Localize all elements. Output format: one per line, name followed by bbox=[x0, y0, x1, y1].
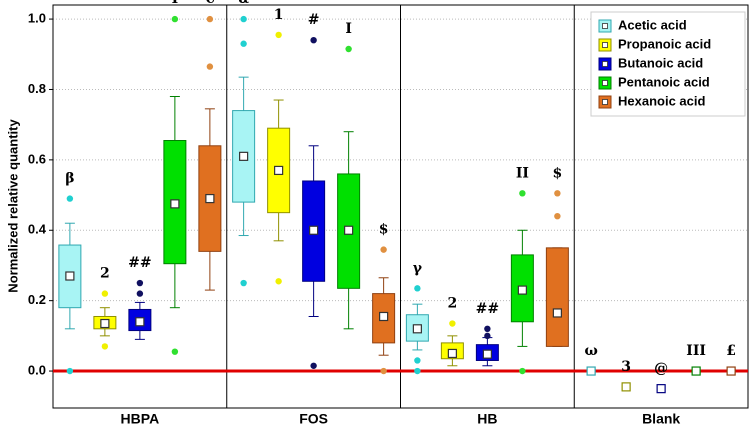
outlier bbox=[66, 195, 74, 202]
legend-swatch-mean bbox=[602, 99, 608, 105]
y-tick-label: 0.4 bbox=[28, 222, 47, 237]
outlier bbox=[345, 45, 352, 53]
outlier bbox=[449, 320, 456, 327]
mean-marker bbox=[274, 165, 284, 176]
annotation: $ bbox=[379, 222, 389, 238]
outlier bbox=[240, 15, 247, 23]
annotation: $ bbox=[553, 165, 563, 181]
annotation: ## bbox=[476, 301, 499, 317]
mean-marker bbox=[656, 384, 666, 394]
x-tick-label: HBPA bbox=[121, 411, 160, 427]
outlier bbox=[414, 357, 421, 364]
outlier bbox=[519, 190, 526, 197]
mean-marker bbox=[379, 311, 389, 322]
annotation: β bbox=[65, 171, 74, 187]
mean-marker bbox=[517, 285, 527, 295]
y-tick-label: 0.8 bbox=[28, 81, 46, 96]
mean-marker bbox=[691, 366, 701, 376]
y-tick-label: 0.0 bbox=[28, 362, 46, 377]
outlier bbox=[414, 367, 421, 375]
outlier bbox=[380, 367, 387, 375]
annotation: II bbox=[516, 165, 529, 181]
annotation: £ bbox=[726, 343, 736, 359]
outlier bbox=[414, 285, 421, 292]
annotation: I bbox=[345, 21, 352, 37]
mean-marker bbox=[135, 317, 145, 327]
mean-marker bbox=[621, 382, 631, 392]
mean-marker bbox=[170, 199, 180, 209]
annotation: ω bbox=[584, 343, 597, 359]
outlier bbox=[206, 63, 214, 70]
outlier bbox=[206, 15, 214, 23]
legend-label: Propanoic acid bbox=[618, 36, 711, 51]
y-axis-label: Normalized relative quantity bbox=[5, 119, 20, 293]
y-tick-label: 0.6 bbox=[28, 151, 46, 166]
mean-marker bbox=[447, 348, 457, 359]
mean-marker bbox=[239, 151, 249, 161]
annotation: 1 bbox=[274, 7, 284, 23]
annotation: I bbox=[172, 0, 179, 7]
annotation: γ bbox=[413, 260, 423, 276]
legend-swatch-mean bbox=[602, 23, 608, 29]
legend-label: Acetic acid bbox=[618, 17, 687, 32]
mean-marker bbox=[482, 349, 492, 359]
legend-swatch-mean bbox=[602, 80, 608, 86]
annotation: @ bbox=[654, 361, 668, 377]
annotation: € bbox=[204, 0, 215, 7]
outlier bbox=[275, 31, 282, 39]
legend-frame bbox=[590, 11, 746, 117]
mean-marker bbox=[344, 225, 354, 235]
outlier bbox=[136, 279, 144, 287]
outlier bbox=[171, 348, 179, 355]
mean-marker bbox=[309, 225, 319, 235]
mean-marker bbox=[205, 193, 215, 204]
x-tick-label: Blank bbox=[642, 411, 680, 427]
outlier bbox=[554, 190, 561, 197]
outlier bbox=[66, 367, 74, 375]
mean-marker bbox=[586, 366, 596, 376]
mean-marker bbox=[65, 271, 75, 281]
mean-marker bbox=[412, 324, 422, 334]
outlier bbox=[101, 343, 109, 350]
outlier bbox=[484, 325, 491, 333]
y-tick-label: 1.0 bbox=[28, 11, 46, 26]
outlier bbox=[310, 36, 317, 44]
legend-label: Butanoic acid bbox=[618, 55, 703, 70]
outlier bbox=[484, 332, 491, 340]
annotation: # bbox=[308, 12, 320, 28]
annotation: III bbox=[686, 343, 706, 359]
annotation: 3 bbox=[621, 359, 631, 375]
outlier bbox=[171, 15, 179, 23]
outlier bbox=[101, 290, 109, 297]
outlier bbox=[310, 362, 317, 369]
annotation: ## bbox=[128, 255, 151, 271]
x-tick-label: HB bbox=[477, 411, 497, 427]
outlier bbox=[136, 290, 144, 297]
x-tick-label: FOS bbox=[299, 411, 328, 427]
legend-swatch-mean bbox=[602, 42, 608, 48]
outlier bbox=[240, 40, 247, 47]
outlier bbox=[519, 367, 526, 375]
legend-label: Hexanoic acid bbox=[618, 93, 705, 108]
annotation: 2 bbox=[448, 296, 458, 312]
mean-marker bbox=[726, 366, 736, 376]
annotation: α bbox=[238, 0, 249, 7]
outlier bbox=[380, 246, 387, 253]
legend-label: Pentanoic acid bbox=[618, 74, 710, 89]
mean-marker bbox=[552, 308, 562, 318]
outlier bbox=[240, 279, 247, 287]
outlier bbox=[554, 212, 561, 220]
outlier bbox=[275, 278, 282, 285]
y-tick-label: 0.2 bbox=[28, 292, 46, 307]
mean-marker bbox=[100, 318, 110, 329]
legend-swatch-mean bbox=[602, 61, 608, 67]
annotation: 2 bbox=[100, 266, 110, 282]
box bbox=[545, 247, 569, 347]
